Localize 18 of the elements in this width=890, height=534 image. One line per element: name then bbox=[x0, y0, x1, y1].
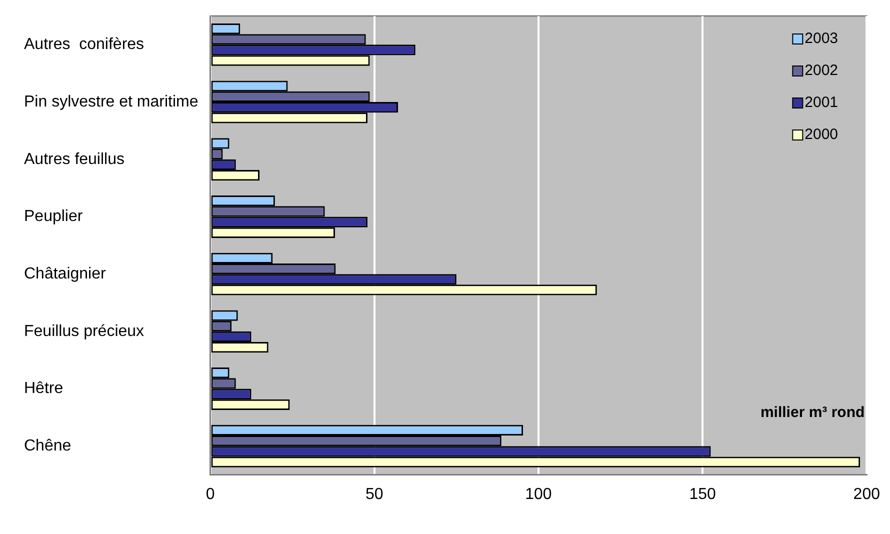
legend-label: 2000 bbox=[804, 126, 838, 144]
x-tick-label: 200 bbox=[853, 486, 880, 503]
legend-label: 2001 bbox=[804, 94, 838, 112]
legend-label: 2002 bbox=[804, 62, 838, 80]
x-tick-label: 150 bbox=[689, 486, 716, 503]
x-tick-label: 0 bbox=[206, 486, 215, 503]
legend-label: 2003 bbox=[804, 30, 838, 48]
y-tick-label: Autres conifères bbox=[24, 36, 144, 54]
annotation: millier m³ rond bbox=[760, 404, 865, 421]
y-tick-label: Feuillus précieux bbox=[24, 322, 144, 340]
y-tick-label: Pin sylvestre et maritime bbox=[24, 93, 198, 110]
y-tick-label: Hêtre bbox=[24, 380, 64, 398]
y-tick-label: Chêne bbox=[24, 438, 72, 455]
y-tick-label: Autres feuillus bbox=[24, 150, 124, 168]
y-tick-label: Peuplier bbox=[24, 208, 84, 226]
x-tick-label: 100 bbox=[525, 486, 552, 503]
y-tick-label: Châtaignier bbox=[24, 265, 106, 282]
x-tick-label: 50 bbox=[365, 486, 384, 503]
